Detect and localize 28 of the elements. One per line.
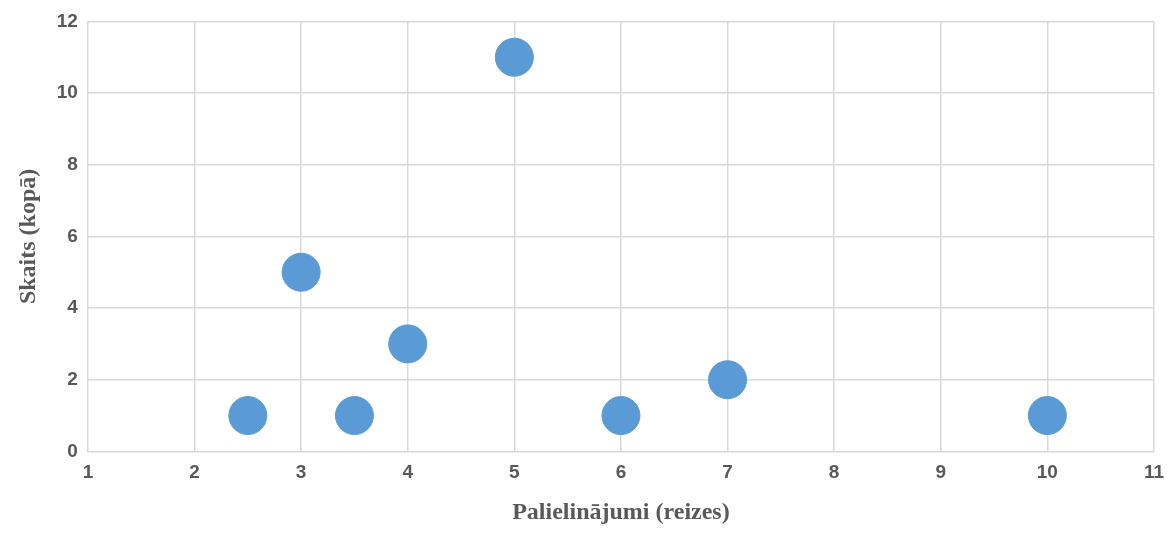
y-axis-title: Skaits (kopā) xyxy=(13,168,40,305)
x-tick-label: 7 xyxy=(722,461,733,483)
x-tick-label: 8 xyxy=(828,461,840,483)
x-tick-label: 6 xyxy=(615,461,627,483)
y-tick-label: 0 xyxy=(67,439,78,461)
point xyxy=(228,396,268,436)
x-tick-label: 1 xyxy=(82,461,94,483)
point xyxy=(334,396,374,436)
point xyxy=(1027,396,1067,436)
x-tick-label: 9 xyxy=(935,461,947,483)
point xyxy=(601,396,641,436)
x-tick-label: 4 xyxy=(402,461,414,483)
x-tick-label: 3 xyxy=(295,461,307,483)
x-tick-label: 5 xyxy=(509,461,521,483)
x-tick-label: 2 xyxy=(189,461,200,483)
x-axis-title: Palielinājumi (reizes) xyxy=(512,497,730,524)
x-tick-label: 10 xyxy=(1036,461,1058,483)
point xyxy=(494,37,534,77)
y-tick-label: 6 xyxy=(67,224,78,246)
x-tick-label: 11 xyxy=(1143,461,1165,483)
y-tick-label: 10 xyxy=(56,81,78,103)
point xyxy=(708,360,748,400)
point xyxy=(388,324,428,364)
point xyxy=(281,252,321,292)
y-tick-label: 2 xyxy=(67,367,78,389)
y-tick-label: 8 xyxy=(67,152,78,174)
y-tick-label: 12 xyxy=(56,9,78,31)
y-tick-label: 4 xyxy=(67,296,79,318)
